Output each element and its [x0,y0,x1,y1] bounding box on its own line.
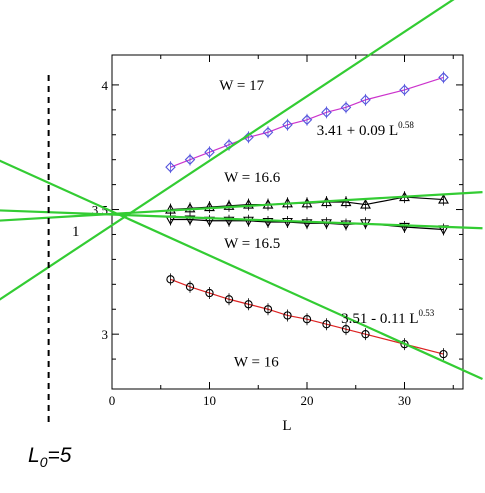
data-point [283,311,292,320]
data-point [340,102,352,113]
data-point [340,220,352,231]
data-point [205,288,214,298]
data-point [361,330,370,339]
data-point [321,219,332,229]
data-point [165,203,176,214]
fit-line-0 [0,0,455,301]
data-point [185,282,195,291]
fit-line-1 [0,190,483,222]
fit-line-2 [0,209,483,230]
l0-label-main: L [28,444,40,467]
data-point [244,300,253,309]
data-point [400,339,409,349]
x-tick-label: 30 [398,393,411,408]
x-axis-label: L [282,418,291,434]
x-tick-label: 20 [301,393,314,408]
fit-line-3 [0,159,483,381]
y-tick-label: 4 [102,78,109,93]
data-point [263,305,273,314]
data-point [166,275,175,284]
data-point [282,119,293,131]
data-point [341,325,351,334]
axis-ticks [111,55,463,389]
y-tick-label: 3 [102,327,109,342]
data-point [438,72,449,83]
data-point [165,161,176,173]
data-point [262,126,274,138]
l0-label-subscript: 0 [40,454,48,470]
data-point [282,217,293,228]
data-point [224,295,234,304]
data-point [301,219,313,229]
data-point [340,196,352,207]
data-point [360,198,371,209]
l0-label-value: =5 [47,444,71,467]
annotation-0: W = 17 [219,78,264,94]
data-point [438,193,449,204]
x-tick-label: 10 [203,393,216,408]
l0-label: L0=5 [28,444,72,470]
plot-frame [111,54,464,390]
data-point [223,200,235,210]
data-point [184,215,196,226]
x-tick-label: 0 [109,393,116,408]
data-point [321,107,332,118]
data-point [399,84,410,96]
annotation-1: 3.41 + 0.09 L0.58 [317,120,415,139]
data-point [262,217,274,228]
data-point [184,202,196,213]
data-point [223,216,235,227]
data-point [322,320,331,329]
annotation-4: 3.51 - 0.11 L0.53 [341,308,435,327]
crossing-label: 1 [72,224,80,240]
data-point [204,146,215,158]
data-point [184,154,196,165]
data-point [399,222,410,233]
annotation-2: W = 16.6 [224,170,281,186]
data-point [302,315,312,324]
data-point [204,201,215,212]
data-point [439,349,448,359]
annotation-3: W = 16.5 [224,236,280,252]
data-point [360,94,371,106]
annotations: W = 17 3.41 + 0.09 L0.58 W = 16.6 W = 16.5 3… [219,78,434,371]
data-point [301,114,313,126]
fit-lines [0,0,483,381]
data-point [223,139,235,151]
data-point [243,198,254,209]
annotation-5: W = 16 [234,355,279,371]
data-point [243,216,254,227]
